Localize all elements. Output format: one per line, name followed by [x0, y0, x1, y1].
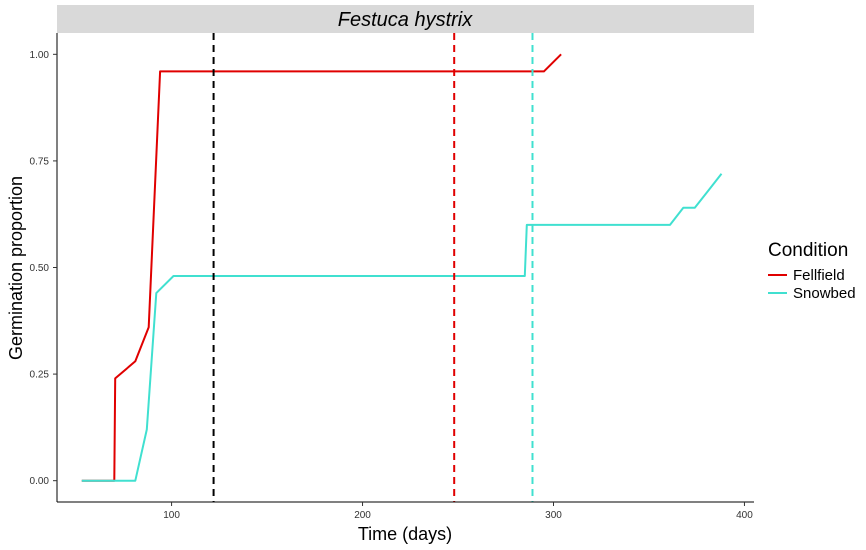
legend-label-snowbed: Snowbed [793, 285, 856, 302]
x-tick-label: 400 [736, 510, 753, 521]
x-tick-label: 100 [163, 510, 180, 521]
strip-background [57, 5, 754, 33]
y-tick-label: 0.50 [30, 263, 50, 274]
y-tick-label: 1.00 [30, 50, 50, 61]
series-line-snowbed [81, 173, 723, 482]
y-tick-label: 0.00 [30, 476, 50, 487]
panel-title: Festuca hystrix [338, 9, 473, 31]
y-axis-title: Germination proportion [6, 176, 26, 360]
x-tick-label: 200 [354, 510, 371, 521]
legend-title: Condition [768, 240, 848, 261]
x-tick-label: 300 [545, 510, 562, 521]
y-tick-label: 0.75 [30, 156, 50, 167]
axis-ticks: 100 200 300 400 0.00 0.25 0.50 0.75 1.00 [30, 50, 754, 521]
series-line-fellfield [81, 53, 562, 482]
legend-label-fellfield: Fellfield [793, 267, 845, 284]
y-tick-label: 0.25 [30, 370, 50, 381]
plot-area [81, 33, 723, 502]
x-axis-title: Time (days) [358, 524, 452, 544]
